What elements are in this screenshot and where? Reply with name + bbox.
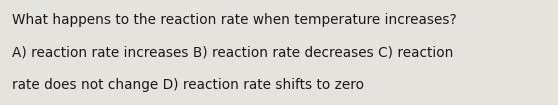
Text: A) reaction rate increases B) reaction rate decreases C) reaction: A) reaction rate increases B) reaction r…	[12, 45, 454, 59]
Text: rate does not change D) reaction rate shifts to zero: rate does not change D) reaction rate sh…	[12, 78, 364, 92]
Text: What happens to the reaction rate when temperature increases?: What happens to the reaction rate when t…	[12, 13, 457, 27]
